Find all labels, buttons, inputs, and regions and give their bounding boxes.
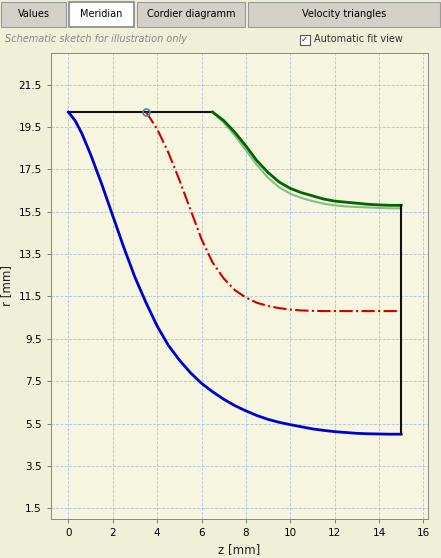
Bar bbox=[1, 2, 66, 27]
Bar bbox=[137, 2, 245, 27]
Text: Velocity triangles: Velocity triangles bbox=[302, 9, 386, 19]
Text: Automatic fit view: Automatic fit view bbox=[314, 34, 403, 44]
Text: ✓: ✓ bbox=[301, 35, 308, 44]
Y-axis label: r [mm]: r [mm] bbox=[0, 266, 13, 306]
Text: Cordier diagramm: Cordier diagramm bbox=[147, 9, 235, 19]
Text: Meridian: Meridian bbox=[80, 9, 123, 19]
Bar bbox=[69, 2, 134, 27]
Bar bbox=[300, 35, 310, 45]
Bar bbox=[248, 2, 440, 27]
Text: Schematic sketch for illustration only: Schematic sketch for illustration only bbox=[5, 34, 187, 44]
Text: Values: Values bbox=[18, 9, 49, 19]
X-axis label: z [mm]: z [mm] bbox=[218, 543, 260, 556]
